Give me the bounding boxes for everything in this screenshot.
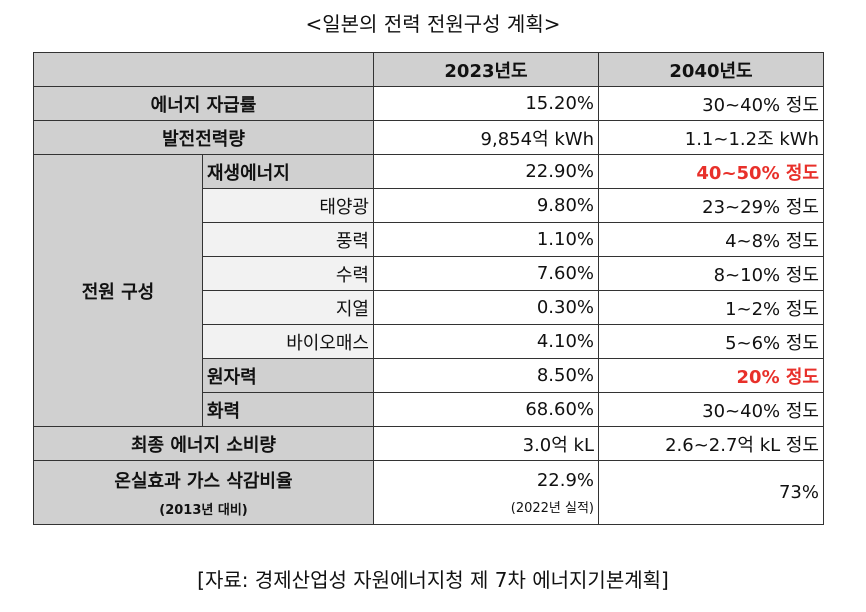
cell-2023: 0.30% xyxy=(373,290,599,325)
row-label: 풍력 xyxy=(202,222,374,257)
header-blank xyxy=(33,52,374,87)
page-title: <일본의 전력 전원구성 계획> xyxy=(305,12,561,36)
energy-mix-table: 2023년도 2040년도 에너지 자급률 15.20% 30~40% 정도 발… xyxy=(33,52,824,525)
cell-2040: 73% xyxy=(598,460,824,525)
cell-2023: 9.80% xyxy=(373,188,599,223)
table-row: 발전전력량 9,854억 kWh 1.1~1.2조 kWh xyxy=(33,120,824,155)
cell-2040: 30~40% 정도 xyxy=(598,86,824,121)
row-label: 바이오매스 xyxy=(202,324,374,359)
table-row: 원자력 8.50% 20% 정도 xyxy=(34,358,824,393)
cell-2040: 1~2% 정도 xyxy=(598,290,824,325)
table-header-row: 2023년도 2040년도 xyxy=(33,52,824,87)
table-row: 지열 0.30% 1~2% 정도 xyxy=(34,290,824,325)
table-row: 화력 68.60% 30~40% 정도 xyxy=(34,392,824,427)
mix-group-label: 전원 구성 xyxy=(33,154,203,427)
header-2023: 2023년도 xyxy=(373,52,599,87)
table-row: 온실효과 가스 삭감비율 (2013년 대비) 22.9% (2022년 실적)… xyxy=(33,460,824,525)
cell-2023: 9,854억 kWh xyxy=(373,120,599,155)
table-row: 바이오매스 4.10% 5~6% 정도 xyxy=(34,324,824,359)
table-row: 최종 에너지 소비량 3.0억 kL 2.6~2.7억 kL 정도 xyxy=(33,426,824,461)
ghg-label: 온실효과 가스 삭감비율 xyxy=(114,471,293,492)
table-row: 태양광 9.80% 23~29% 정도 xyxy=(34,188,824,223)
table-row: 전원 구성 재생에너지 22.90% 40~50% 정도 xyxy=(33,154,824,427)
cell-2040: 8~10% 정도 xyxy=(598,256,824,291)
row-label: 온실효과 가스 삭감비율 (2013년 대비) xyxy=(33,460,374,525)
row-label: 태양광 xyxy=(202,188,374,223)
cell-2040: 1.1~1.2조 kWh xyxy=(598,120,824,155)
cell-2040: 30~40% 정도 xyxy=(598,392,824,427)
cell-2023: 4.10% xyxy=(373,324,599,359)
row-label: 화력 xyxy=(202,392,374,427)
source-note: [자료: 경제산업성 자원에너지청 제 7차 에너지기본계획] xyxy=(197,568,669,592)
row-label: 수력 xyxy=(202,256,374,291)
cell-2023: 3.0억 kL xyxy=(373,426,599,461)
table-row: 에너지 자급률 15.20% 30~40% 정도 xyxy=(33,86,824,121)
ghg-label-note: (2013년 대비) xyxy=(159,503,248,518)
row-label: 지열 xyxy=(202,290,374,325)
row-label: 최종 에너지 소비량 xyxy=(33,426,374,461)
cell-2023: 68.60% xyxy=(373,392,599,427)
cell-2023: 8.50% xyxy=(373,358,599,393)
table-row: 풍력 1.10% 4~8% 정도 xyxy=(34,222,824,257)
cell-2040: 20% 정도 xyxy=(598,358,824,393)
header-2040: 2040년도 xyxy=(598,52,824,87)
cell-2023: 1.10% xyxy=(373,222,599,257)
table-row: 수력 7.60% 8~10% 정도 xyxy=(34,256,824,291)
cell-2023: 15.20% xyxy=(373,86,599,121)
ghg-2023-note: (2022년 실적) xyxy=(510,500,594,516)
cell-2040: 5~6% 정도 xyxy=(598,324,824,359)
cell-2023: 22.9% (2022년 실적) xyxy=(373,460,599,525)
row-label: 에너지 자급률 xyxy=(33,86,374,121)
cell-2040: 4~8% 정도 xyxy=(598,222,824,257)
cell-2023: 22.90% xyxy=(373,154,599,189)
ghg-2023-value: 22.9% xyxy=(536,469,594,491)
row-label: 재생에너지 xyxy=(202,154,374,189)
cell-2040: 2.6~2.7억 kL 정도 xyxy=(598,426,824,461)
row-label: 원자력 xyxy=(202,358,374,393)
cell-2040: 40~50% 정도 xyxy=(598,154,824,189)
row-label: 발전전력량 xyxy=(33,120,374,155)
cell-2023: 7.60% xyxy=(373,256,599,291)
cell-2040: 23~29% 정도 xyxy=(598,188,824,223)
